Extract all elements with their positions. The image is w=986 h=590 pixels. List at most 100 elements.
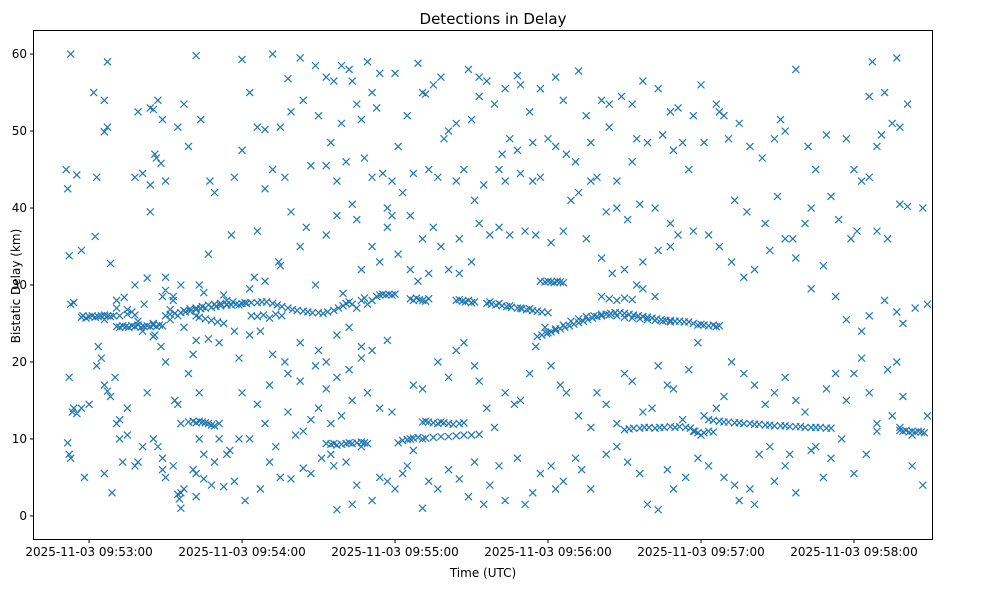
data-point bbox=[567, 196, 575, 205]
data-point bbox=[444, 465, 453, 474]
data-point bbox=[161, 286, 170, 295]
data-point bbox=[918, 481, 927, 490]
data-point bbox=[210, 421, 219, 430]
data-point bbox=[562, 150, 571, 159]
data-point bbox=[602, 400, 611, 409]
data-point bbox=[582, 111, 591, 120]
data-point bbox=[735, 119, 744, 128]
data-point bbox=[452, 119, 461, 128]
data-point bbox=[245, 88, 254, 97]
data-point bbox=[111, 373, 120, 382]
data-point bbox=[505, 231, 514, 239]
data-point bbox=[475, 219, 484, 228]
data-point bbox=[700, 138, 708, 147]
data-point bbox=[689, 319, 698, 328]
data-point bbox=[605, 294, 614, 303]
data-point bbox=[628, 100, 637, 109]
data-point bbox=[666, 242, 675, 251]
data-point bbox=[505, 134, 514, 143]
data-point bbox=[862, 450, 871, 459]
data-point bbox=[635, 469, 644, 478]
data-point bbox=[715, 107, 724, 116]
data-point bbox=[158, 454, 167, 463]
data-point bbox=[452, 346, 461, 355]
data-point bbox=[317, 454, 326, 463]
data-point bbox=[819, 261, 828, 270]
data-point bbox=[597, 96, 606, 105]
data-point bbox=[903, 202, 912, 211]
data-point bbox=[158, 321, 167, 330]
y-tick-label: 0 bbox=[19, 509, 27, 523]
data-point bbox=[403, 461, 412, 470]
x-tick-label: 2025-11-03 09:58:00 bbox=[790, 545, 917, 559]
data-point bbox=[398, 188, 407, 197]
data-point bbox=[704, 461, 713, 470]
data-point bbox=[271, 442, 280, 451]
data-point bbox=[394, 250, 403, 259]
data-point bbox=[850, 469, 858, 478]
data-point bbox=[521, 227, 529, 236]
data-point bbox=[911, 304, 920, 313]
x-tick-label: 2025-11-03 09:57:00 bbox=[637, 545, 764, 559]
y-axis: 0 10 20 30 40 50 60 bbox=[12, 47, 34, 523]
data-point bbox=[280, 358, 289, 366]
data-point bbox=[115, 435, 124, 443]
data-point bbox=[368, 346, 377, 355]
data-point bbox=[485, 298, 494, 306]
data-point bbox=[528, 138, 537, 147]
data-point bbox=[888, 411, 897, 420]
data-point bbox=[150, 150, 159, 159]
data-point bbox=[669, 485, 678, 493]
data-point bbox=[567, 317, 575, 326]
data-point bbox=[296, 54, 305, 62]
data-point bbox=[179, 323, 188, 332]
data-point bbox=[337, 119, 346, 128]
data-point bbox=[559, 321, 568, 329]
data-point bbox=[314, 111, 323, 120]
data-point bbox=[678, 415, 687, 424]
data-point bbox=[175, 495, 184, 503]
data-point bbox=[501, 84, 510, 93]
data-point bbox=[131, 311, 139, 319]
data-point bbox=[418, 234, 427, 243]
data-point bbox=[192, 311, 201, 320]
data-point bbox=[822, 130, 831, 139]
data-point bbox=[329, 306, 338, 315]
data-point bbox=[801, 423, 809, 432]
data-point bbox=[827, 454, 835, 463]
data-point bbox=[765, 442, 774, 451]
data-point bbox=[429, 80, 438, 89]
data-point bbox=[375, 404, 384, 413]
data-point bbox=[684, 165, 693, 174]
data-point bbox=[308, 308, 317, 317]
data-point bbox=[357, 342, 366, 351]
data-point bbox=[238, 55, 246, 64]
data-point bbox=[65, 251, 74, 260]
data-point bbox=[791, 488, 800, 497]
data-point bbox=[663, 381, 672, 389]
data-point bbox=[801, 408, 809, 416]
data-point bbox=[123, 310, 132, 319]
data-point bbox=[219, 291, 228, 299]
data-point bbox=[513, 71, 522, 80]
data-point bbox=[63, 184, 72, 193]
data-point bbox=[654, 84, 663, 93]
data-point bbox=[360, 294, 369, 303]
data-point bbox=[332, 373, 341, 382]
data-point bbox=[375, 257, 384, 266]
data-point bbox=[730, 196, 739, 205]
data-point bbox=[322, 384, 331, 393]
data-point bbox=[256, 485, 265, 493]
y-axis-label: Bistatic Delay (km) bbox=[9, 229, 23, 344]
data-point bbox=[352, 304, 361, 313]
data-point bbox=[475, 92, 484, 101]
data-point bbox=[715, 242, 724, 251]
data-point bbox=[149, 435, 158, 443]
data-point bbox=[265, 314, 274, 323]
data-point bbox=[516, 80, 525, 89]
data-point bbox=[761, 400, 770, 409]
data-point bbox=[761, 219, 770, 228]
data-point bbox=[418, 384, 427, 393]
data-point bbox=[827, 192, 835, 201]
